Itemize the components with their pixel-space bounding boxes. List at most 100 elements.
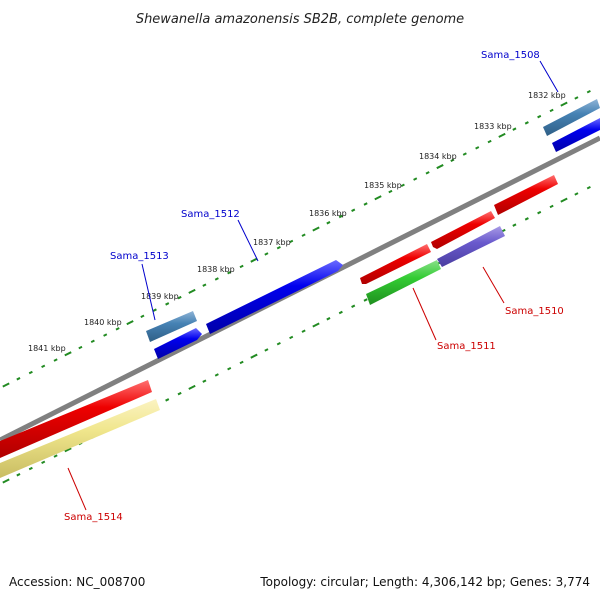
gene-feature-sama-1513-steel[interactable] [146, 311, 197, 342]
scale-tick [202, 379, 207, 383]
scale-tick [53, 454, 58, 458]
scale-tick [586, 185, 591, 190]
scale-tick [586, 89, 591, 94]
scale-tick [165, 302, 170, 306]
gene-feature-sama-1514-yellow[interactable] [0, 399, 160, 478]
scale-tick [462, 152, 467, 156]
scale-tick [90, 339, 95, 344]
tick-label-1834: 1834 kbp [419, 152, 457, 161]
scale-tick [400, 183, 405, 187]
scale-tick [250, 353, 258, 359]
scale-tick [289, 335, 294, 340]
tick-label-1841: 1841 kbp [28, 344, 66, 353]
gene-label-sama-1512[interactable]: Sama_1512 [181, 209, 240, 220]
scale-tick [475, 146, 480, 150]
scale-tick [388, 189, 393, 194]
scale-tick [276, 341, 281, 346]
scale-tick [53, 358, 58, 362]
scale-tick [312, 322, 320, 328]
scale-tick [188, 384, 196, 390]
scale-tick [188, 288, 196, 294]
scale-tick [351, 208, 356, 212]
gene-feature-sama-1510[interactable] [437, 226, 505, 267]
scale-tick [524, 121, 529, 125]
gene-label-sama-1510[interactable]: Sama_1510 [505, 306, 564, 317]
scale-tick [351, 304, 356, 308]
tick-label-1837: 1837 kbp [253, 238, 291, 247]
scale-tick [177, 391, 182, 396]
scale-tick [214, 277, 219, 281]
scale-tick [264, 252, 269, 256]
scale-tick [2, 382, 10, 388]
scale-tick [436, 164, 444, 170]
scale-tick [549, 108, 554, 113]
scale-tick [338, 310, 343, 315]
tick-label-1838: 1838 kbp [197, 265, 235, 274]
scale-tick [28, 466, 33, 471]
leader-line-sama-1513 [141, 263, 156, 321]
leader-line-sama-1511 [412, 287, 437, 341]
scale-tick [413, 177, 418, 181]
accession-text: Accession: NC_008700 [9, 575, 145, 589]
scale-tick [512, 127, 517, 131]
gene-feature-sama-1511[interactable] [366, 260, 441, 305]
gene-feature-sama-1513-blue[interactable] [154, 328, 202, 359]
scale-tick [64, 447, 72, 453]
scale-tick [16, 377, 21, 381]
scale-tick [524, 217, 529, 221]
gene-feature-sama-1514-red[interactable] [0, 380, 152, 458]
genome-summary-text: Topology: circular; Length: 4,306,142 bp… [259, 575, 590, 589]
gene-feature-reverse-1[interactable] [494, 175, 558, 215]
scale-tick [374, 195, 382, 201]
scale-tick [239, 360, 244, 365]
scale-tick [574, 192, 579, 196]
gene-feature-reverse-2[interactable] [431, 211, 495, 249]
scale-tick [450, 158, 455, 163]
leader-line-sama-1512 [237, 219, 259, 262]
leader-line-sama-1514 [67, 467, 87, 511]
scale-tick [289, 239, 294, 244]
scale-tick [326, 317, 331, 321]
scale-tick [41, 460, 46, 464]
gene-feature-reverse-3[interactable] [360, 244, 431, 284]
scale-tick [560, 197, 568, 203]
outer-scale-track [2, 89, 591, 388]
gene-feature-sama-1512[interactable] [206, 260, 343, 334]
scale-tick [140, 314, 145, 319]
scale-tick [264, 348, 269, 352]
scale-tick [338, 214, 343, 219]
scale-tick [16, 473, 21, 477]
scale-tick [78, 345, 83, 350]
scale-tick [214, 373, 219, 377]
scale-tick [202, 283, 207, 287]
tick-label-1839: 1839 kbp [141, 292, 179, 301]
tick-label-1835: 1835 kbp [364, 181, 402, 190]
gene-label-sama-1514[interactable]: Sama_1514 [64, 512, 123, 523]
scale-tick [41, 364, 46, 368]
scale-tick [276, 245, 281, 250]
gene-feature-sama-1508-steel[interactable] [543, 99, 600, 136]
tick-label-1836: 1836 kbp [309, 209, 347, 218]
scale-tick [512, 223, 517, 227]
scale-tick [363, 202, 368, 206]
scale-tick [115, 327, 120, 331]
gene-label-sama-1511[interactable]: Sama_1511 [437, 341, 496, 352]
scale-tick [64, 351, 72, 357]
scale-tick [227, 366, 232, 371]
gene-label-sama-1508[interactable]: Sama_1508 [481, 50, 540, 61]
scale-tick [312, 226, 320, 232]
gene-label-sama-1513[interactable]: Sama_1513 [110, 251, 169, 262]
scale-tick [425, 171, 430, 175]
leader-line-sama-1508 [539, 60, 559, 93]
scale-tick [498, 132, 506, 138]
scale-tick [301, 329, 306, 333]
scale-tick [326, 221, 331, 225]
scale-tick [28, 370, 33, 375]
scale-tick [574, 96, 579, 100]
scale-tick [560, 101, 568, 107]
tick-label-1840: 1840 kbp [84, 318, 122, 327]
gene-feature-sama-1508-blue[interactable] [552, 118, 600, 152]
scale-tick [363, 298, 368, 302]
